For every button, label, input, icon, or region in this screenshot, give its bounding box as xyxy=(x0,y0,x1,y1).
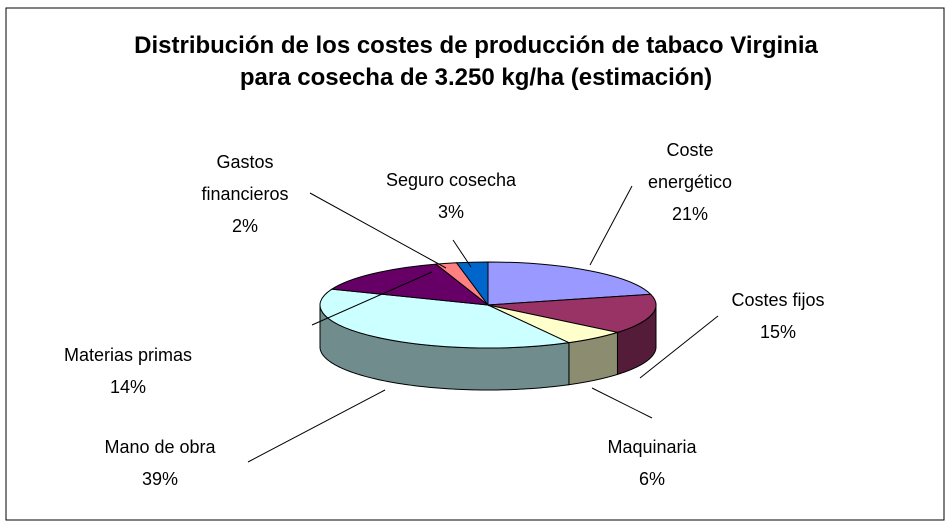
data-label: Coste energético 21% xyxy=(630,134,750,230)
label-value: 3% xyxy=(437,202,464,222)
pie-slice xyxy=(319,288,571,349)
chart-title: Distribución de los costes de producción… xyxy=(134,32,818,91)
leader-line xyxy=(309,192,447,269)
pie-slice xyxy=(487,261,652,306)
label-value: 2% xyxy=(231,216,258,236)
leader-line xyxy=(591,387,653,419)
label-name: Materias primas xyxy=(63,345,193,365)
label-name: Seguro cosecha xyxy=(385,170,517,190)
label-name: Costes fijos xyxy=(731,290,825,310)
pie-slice xyxy=(487,293,657,333)
leader-line xyxy=(452,239,472,268)
label-value: 14% xyxy=(109,377,147,397)
data-label: Maquinaria 6% xyxy=(592,431,712,495)
data-label: Seguro cosecha 3% xyxy=(366,164,536,228)
label-name: Coste energético xyxy=(647,140,733,192)
leader-line xyxy=(247,389,386,463)
label-name: Mano de obra xyxy=(104,437,216,457)
data-label: Materias primas 14% xyxy=(33,339,223,403)
leader-line xyxy=(589,185,633,266)
label-value: 15% xyxy=(759,322,797,342)
label-value: 6% xyxy=(638,469,665,489)
label-name: Maquinaria xyxy=(607,437,697,457)
label-name: Gastos financieros xyxy=(201,152,289,204)
label-value: 21% xyxy=(671,204,709,224)
data-label: Mano de obra 39% xyxy=(80,431,240,495)
pie-slice xyxy=(455,261,489,307)
data-label: Gastos financieros 2% xyxy=(190,146,300,242)
data-label: Costes fijos 15% xyxy=(703,284,853,348)
leader-line xyxy=(639,315,719,379)
leader-line xyxy=(311,271,433,326)
label-value: 39% xyxy=(141,469,179,489)
